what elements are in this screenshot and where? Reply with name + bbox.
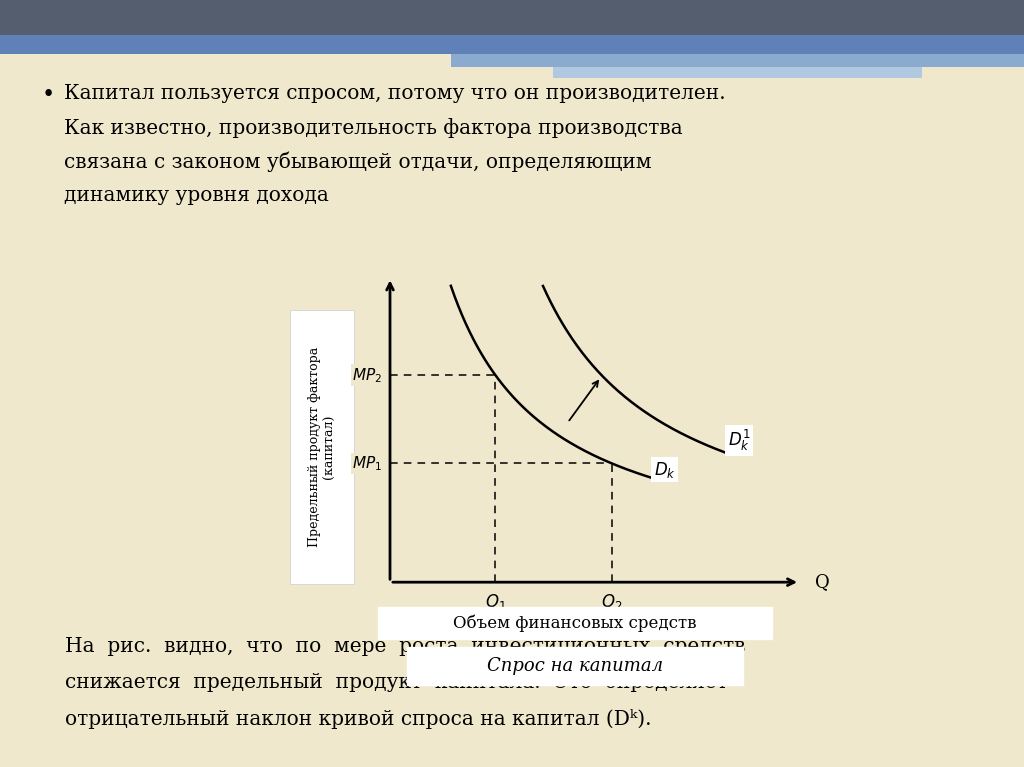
FancyBboxPatch shape <box>290 311 354 584</box>
Text: $D_k$: $D_k$ <box>653 459 676 479</box>
Text: Предельный продукт фактора
(капитал): Предельный продукт фактора (капитал) <box>308 347 336 548</box>
Text: Капитал пользуется спросом, потому что он производителен.: Капитал пользуется спросом, потому что о… <box>63 84 726 103</box>
Bar <box>390 275 802 582</box>
Text: $Q_2$: $Q_2$ <box>601 592 623 612</box>
FancyBboxPatch shape <box>378 607 772 639</box>
Text: Спрос на капитал: Спрос на капитал <box>487 657 664 675</box>
Text: снижается  предельный  продукт  капитала.  Это  определяет: снижается предельный продукт капитала. Э… <box>65 673 728 692</box>
FancyBboxPatch shape <box>407 647 743 685</box>
Text: связана с законом убывающей отдачи, определяющим: связана с законом убывающей отдачи, опре… <box>63 152 651 172</box>
Text: На  рис.  видно,  что  по  мере  роста  инвестиционных  средств: На рис. видно, что по мере роста инвести… <box>65 637 745 656</box>
Text: Объем финансовых средств: Объем финансовых средств <box>454 614 696 632</box>
Text: $D^1_k$: $D^1_k$ <box>728 428 750 453</box>
Text: $MP_2$: $MP_2$ <box>352 366 382 384</box>
Text: Как известно, производительность фактора производства: Как известно, производительность фактора… <box>63 117 683 137</box>
Text: отрицательный наклон кривой спроса на капитал (Dᵏ).: отрицательный наклон кривой спроса на ка… <box>65 709 651 729</box>
Text: •: • <box>42 84 55 106</box>
Text: Q: Q <box>815 573 829 591</box>
Text: динамику уровня дохода: динамику уровня дохода <box>63 186 329 205</box>
Text: $Q_1$: $Q_1$ <box>484 592 506 612</box>
Text: $MP_1$: $MP_1$ <box>352 454 382 472</box>
